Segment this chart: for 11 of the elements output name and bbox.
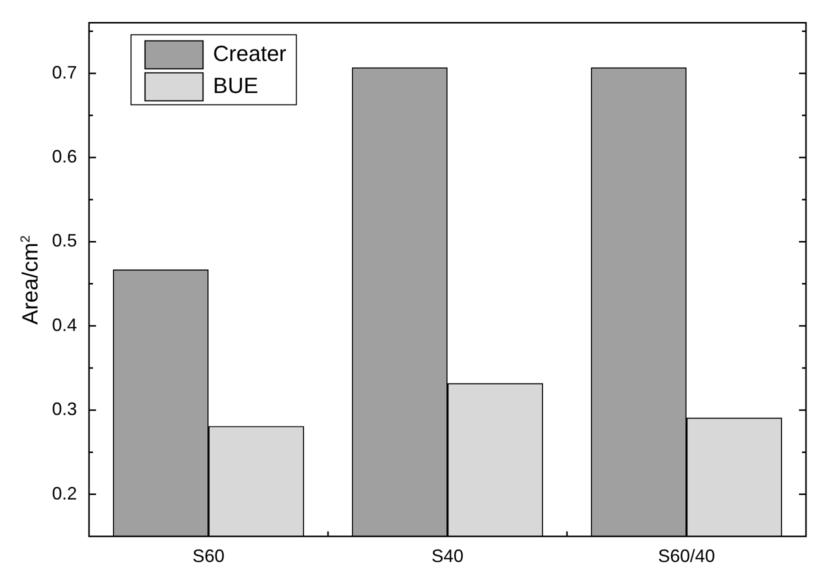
x-tick-label: S60/40: [658, 546, 716, 566]
y-tick-label: 0.3: [52, 399, 78, 420]
y-tick-label: 0.6: [52, 146, 78, 166]
legend-label: BUE: [213, 72, 258, 98]
y-tick-label: 0.5: [52, 230, 78, 251]
legend-label: Creater: [213, 40, 286, 66]
x-tick-label: S60: [192, 546, 225, 566]
y-tick-label: 0.7: [52, 62, 78, 82]
x-tick-label: S40: [431, 546, 464, 566]
y-tick-label: 0.2: [52, 483, 78, 504]
y-tick-label: 0.4: [52, 314, 78, 335]
